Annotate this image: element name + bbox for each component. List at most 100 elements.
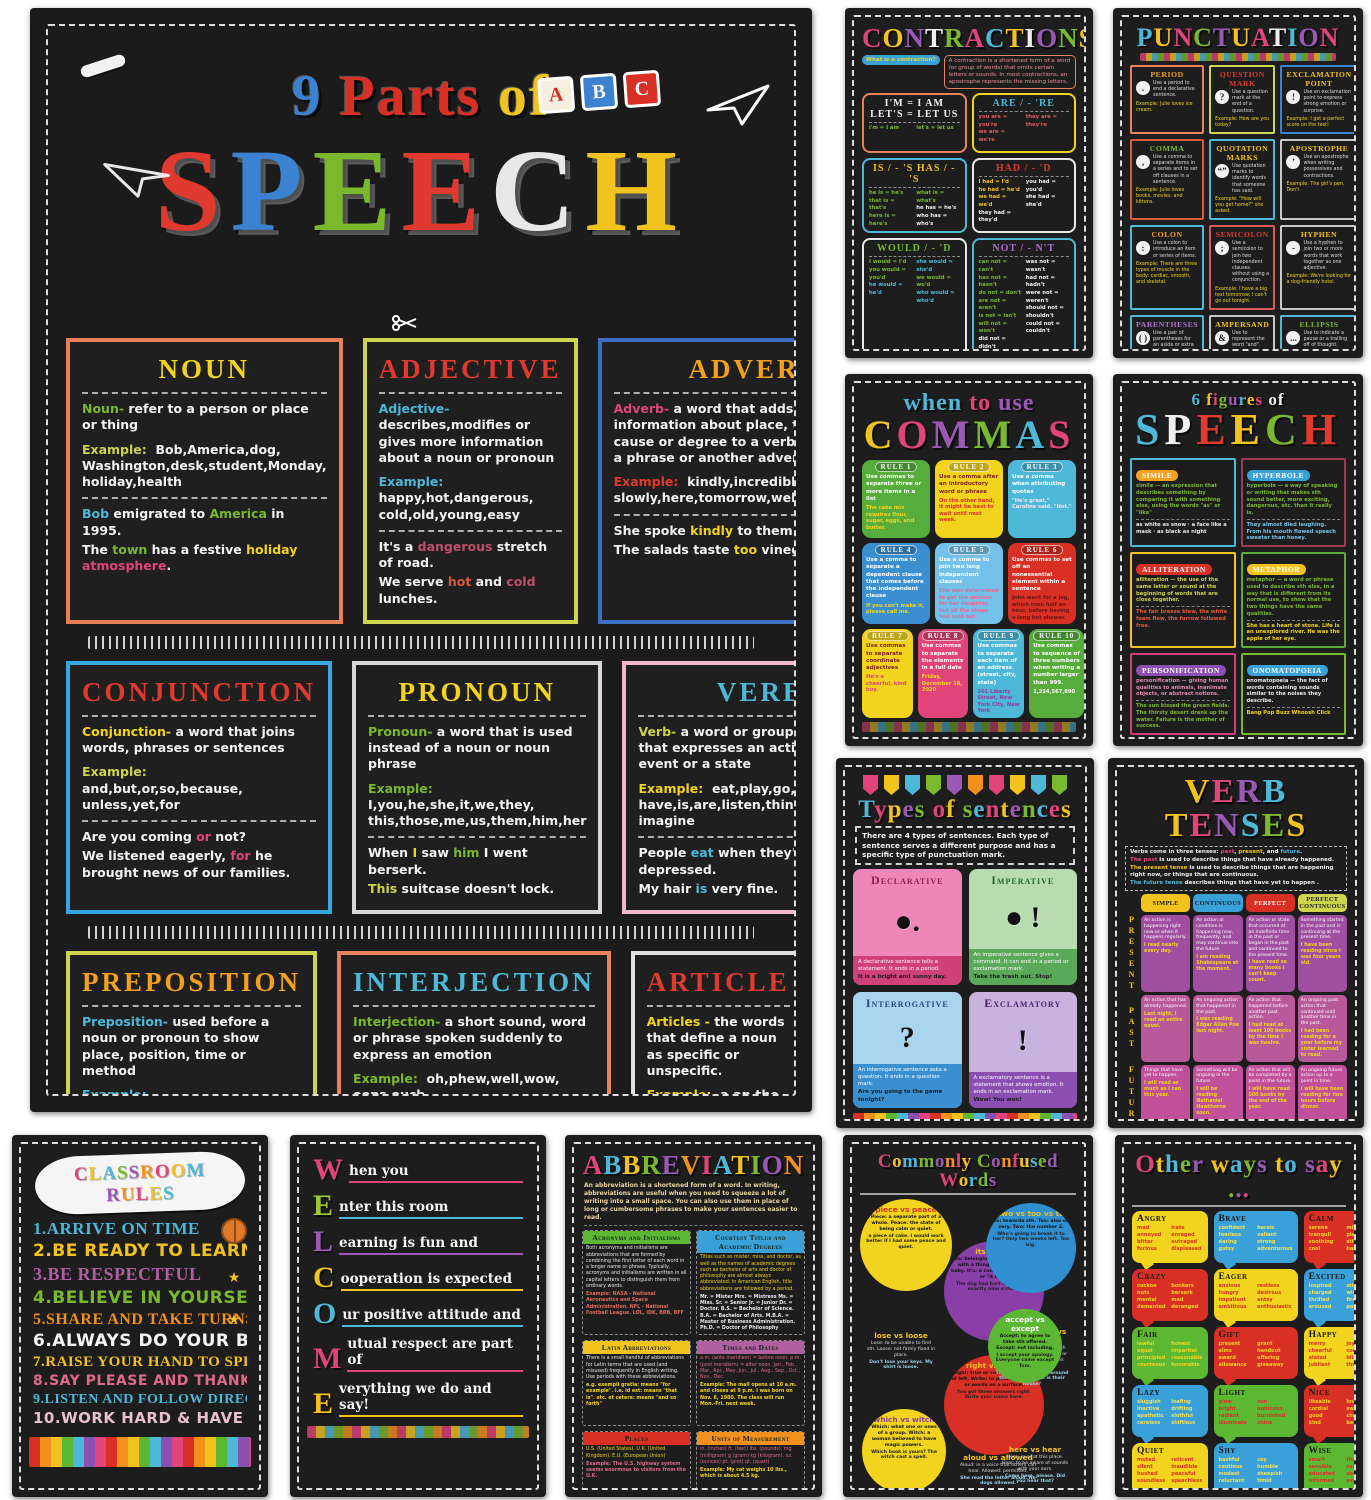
title-letter: e <box>1038 1151 1047 1172</box>
classroom-rule: 2.BE READY TO LEARN <box>33 1240 247 1262</box>
title-letter: a <box>1229 1151 1244 1178</box>
contraction-line: she would = she'd <box>916 259 953 273</box>
acrostic-text: ooperation is expected <box>340 1271 523 1291</box>
example-segment: kindly,incredibly,just,too, slowly,here,… <box>613 474 796 506</box>
synonym: nuts <box>1137 1290 1150 1296</box>
synonym: ambitious <box>1218 1304 1247 1310</box>
contraction-box: ARE / - 'RE you are = you're we are = we'… <box>971 92 1076 153</box>
rule-label: Rule 2 <box>947 462 991 472</box>
title-letter: C <box>490 125 586 256</box>
figure-definition: metaphor — a word or phrase used to desc… <box>1246 577 1335 617</box>
title-letter: O <box>896 412 932 457</box>
desc-text: An interrogative sentence asks a questio… <box>858 1067 947 1088</box>
sentence-segment: Bob <box>82 506 110 522</box>
definition-segment: Noun- <box>82 401 129 416</box>
title-letter: S <box>116 1162 129 1184</box>
title-letter: H <box>1301 405 1342 454</box>
definition-segment: Interjection- <box>353 1014 445 1029</box>
synonym: enthusiastic <box>1257 1304 1292 1310</box>
desc-example: Are you going to the game tonight? <box>858 1089 943 1103</box>
pair-title: two vs too vs to <box>997 1209 1065 1218</box>
sentence-segment: too <box>733 541 758 557</box>
synonym: soundless <box>1137 1478 1166 1484</box>
acrostic-letter: W <box>313 1153 343 1186</box>
tense-description: An action that will be completed by a po… <box>1248 1067 1292 1085</box>
sentence-segment: he brought news of our families. <box>82 848 291 880</box>
definition-segment: refer to a person or place or thing <box>82 401 314 433</box>
rule-label: Rule 4 <box>874 545 918 555</box>
punctuation-symbol-icon: ( ) <box>1136 330 1150 345</box>
abbreviation-section: Places U.S. (United States). U.K. (Unite… <box>582 1431 691 1488</box>
pair-examples: I accept your apology. Everyone came exc… <box>995 1352 1055 1370</box>
synonym: modest <box>1218 1471 1240 1477</box>
title-letter: . <box>1242 1176 1250 1203</box>
sentence: Are you coming or not? <box>82 829 316 845</box>
sentence: When I saw him I went berserk. <box>368 845 586 878</box>
pair-title: aloud vs allowed <box>963 1452 1033 1462</box>
card-title: NOUN <box>158 354 251 384</box>
rule-text: Use a comma to separate a dependent clau… <box>866 557 924 600</box>
confused-pair: aloud vs allowed Aloud: in a voice that … <box>952 1447 1044 1488</box>
comma-rule: Rule 5 Use a comma to join two long inde… <box>935 543 1003 625</box>
tense-example: I will be reading Nathaniel Hawthorne so… <box>1196 1086 1226 1116</box>
acrostic-text: earning is fun and <box>339 1235 523 1255</box>
contraction-head: HAD / - 'D <box>978 163 1069 177</box>
punctuation-symbol-icon: . <box>1136 81 1150 95</box>
definition-segment: Adverb- <box>613 401 674 416</box>
confused-words-area: piece vs peace Piece: a separate part of… <box>860 1197 1076 1488</box>
rule-text: SHARE AND TAKE TURNS <box>46 1311 247 1329</box>
title-letter: i <box>1212 390 1219 409</box>
title-letter: d <box>977 1170 989 1191</box>
synonym: berserk <box>1171 1290 1193 1296</box>
figure-of-speech-box: METAPHOR metaphor — a word or phrase use… <box>1240 552 1346 648</box>
title-letter: S <box>154 125 231 256</box>
title-letter: S <box>1240 807 1262 844</box>
figure-name: HYPERBOLE <box>1246 470 1311 481</box>
title-letter: B <box>1262 773 1288 810</box>
sentence-segment: When <box>368 845 413 861</box>
parts-row: PREPOSITION Preposition- used before a n… <box>62 951 794 1094</box>
classroom-rule: 10.WORK HARD & HAVE FUN <box>33 1409 247 1429</box>
punctuation-symbol-icon: ? <box>1215 90 1230 104</box>
contraction-lines: i'm = I am let's = let us <box>869 125 960 133</box>
example-segment: Example: <box>353 1070 427 1086</box>
title-letter: T <box>1164 807 1190 844</box>
comma-rule: Rule 4 Use a comma to separate a depende… <box>862 543 930 625</box>
bunting-flags <box>853 775 1077 795</box>
punctuation-symbol-icon: & <box>1215 330 1230 345</box>
title-word: 9 <box>291 63 340 128</box>
figure-examples: She has a heart of stone. Life is an une… <box>1246 622 1340 643</box>
synonym: outraged <box>1171 1239 1198 1245</box>
poster-title: Commonly Confused Words <box>860 1152 1076 1195</box>
poster-dashed-border: 6 figures of SPEECH SIMILE simile — an e… <box>1120 381 1356 739</box>
title-letter: w <box>903 390 922 416</box>
flag-icon <box>905 775 920 795</box>
definition-segment: used before a noun or pronoun to show pl… <box>82 1014 274 1078</box>
sentence-segment: to them. <box>733 522 796 538</box>
sentence-segment: stretch of road. <box>378 538 552 570</box>
poster-when-to-use-commas: when to use COMMAS Rule 1 Use commas to … <box>845 374 1093 746</box>
contraction-line: he is = he's <box>869 189 904 196</box>
rule-number: 2. <box>33 1241 53 1262</box>
sentence-segment: lunches. <box>378 574 540 606</box>
divider <box>82 1005 302 1007</box>
speech-bubble: Light glow bright radiant illuminate sun lumi… <box>1213 1385 1298 1444</box>
synonym: speechless <box>1171 1478 1203 1484</box>
title-letter: O <box>1135 1151 1156 1178</box>
title-letter: H <box>585 125 688 256</box>
contraction-line: you had = you'd <box>1025 178 1056 193</box>
title-letter: t <box>1000 796 1010 823</box>
definition: Conjunction- a word that joins words, ph… <box>82 724 316 757</box>
punctuation-box: QUOTATION MARKS “” Use quotation marks t… <box>1209 138 1276 221</box>
contraction-lines: I had = I'd he had = he'd we had = we'd the… <box>979 179 1070 225</box>
punctuation-example: Example: I have a big test tomorrow; I c… <box>1215 286 1268 304</box>
sentence-segment: We listened eagerly, <box>82 848 231 864</box>
figure-of-speech-box: ONOMATOPOEIA onomatopoeia — the fact of … <box>1240 652 1346 735</box>
intro-segment: . <box>1300 849 1303 855</box>
title-letter: L <box>135 1183 150 1206</box>
synonym: kind <box>1308 1420 1321 1426</box>
parts-of-speech-rows: NOUN Noun- refer to a person or place or… <box>62 338 794 1094</box>
example-line: Example: a,an,the <box>647 1087 790 1094</box>
tense-column-header: CONTINUOUS <box>1193 894 1243 913</box>
